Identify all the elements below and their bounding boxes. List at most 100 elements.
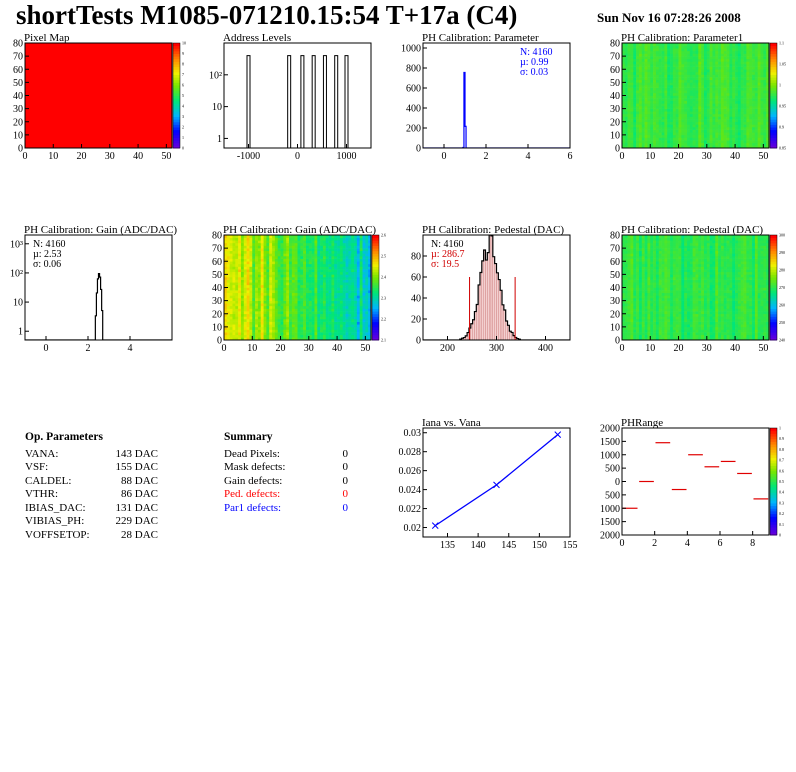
heatmap-cell (314, 321, 318, 325)
heatmap-cell (653, 92, 657, 96)
heatmap-cell (630, 311, 634, 315)
heatmap-cell (303, 250, 307, 254)
heatmap-cell (243, 248, 247, 252)
heatmap-cell (283, 313, 287, 317)
heatmap-cell (636, 295, 640, 299)
heatmap-cell (726, 121, 730, 125)
heatmap-cell (226, 326, 230, 330)
x-tick-label: 4 (128, 343, 133, 354)
heatmap-cell (243, 266, 247, 270)
heatmap-cell (701, 50, 705, 54)
heatmap-cell (684, 69, 688, 73)
heatmap-cell (354, 274, 358, 278)
heatmap-cell (718, 69, 722, 73)
heatmap-cell (255, 274, 259, 278)
heatmap-cell (749, 92, 753, 96)
heatmap-cell (709, 129, 713, 133)
color-scale-segment (173, 85, 180, 89)
heatmap-cell (760, 45, 764, 49)
heatmap-cell (689, 142, 693, 146)
heatmap-cell (297, 263, 301, 267)
heatmap-cell (320, 337, 324, 340)
heatmap-cell (664, 137, 668, 141)
heatmap-cell (647, 284, 651, 288)
heatmap-cell (735, 116, 739, 120)
heatmap-cell (712, 87, 716, 91)
heatmap-cell (331, 311, 335, 315)
heatmap-cell (622, 279, 626, 283)
heatmap-cell (678, 92, 682, 96)
heatmap-cell (238, 292, 242, 296)
heatmap-cell (255, 235, 259, 238)
heatmap-cell (644, 82, 648, 86)
heatmap-cell (272, 242, 276, 246)
heatmap-cell (337, 298, 341, 301)
heatmap-cell (655, 106, 660, 109)
heatmap-cell (289, 292, 293, 296)
heatmap-cell (752, 100, 756, 104)
heatmap-cell (715, 45, 719, 49)
heatmap-cell (641, 53, 645, 57)
heatmap-cell (746, 132, 750, 136)
heatmap-cell (698, 48, 702, 52)
heatmap-cell (305, 253, 310, 257)
heatmap-cell (624, 113, 628, 117)
heatmap-cell (638, 48, 643, 52)
heatmap-cell (766, 69, 769, 73)
heatmap-cell (297, 298, 301, 301)
heatmap-cell (339, 316, 344, 320)
heatmap-cell (274, 248, 279, 252)
heatmap-cell (706, 85, 710, 88)
color-scale-segment (372, 271, 379, 275)
heatmap-cell (752, 87, 756, 91)
heatmap-cell (331, 326, 335, 330)
heatmap-cell (359, 334, 363, 338)
heatmap-cell (641, 245, 645, 249)
heatmap-cell (348, 316, 352, 320)
heatmap-cell (695, 95, 699, 99)
heatmap-cell (729, 58, 733, 62)
heatmap-cell (698, 119, 702, 123)
heatmap-cell (650, 313, 654, 317)
heatmap-cell (300, 284, 304, 288)
heatmap-cell (687, 66, 691, 70)
heatmap-cell (240, 292, 245, 296)
heatmap-cell (636, 316, 640, 320)
heatmap-cell (672, 92, 677, 96)
heatmap-cell (362, 319, 366, 322)
heatmap-cell (760, 108, 764, 112)
heatmap-cell (362, 271, 366, 275)
heatmap-cell (703, 92, 708, 96)
heatmap-cell (280, 324, 284, 328)
heatmap-cell (269, 282, 273, 286)
heatmap-cell (763, 142, 767, 146)
heatmap-cell (314, 290, 318, 294)
heatmap-cell (712, 43, 716, 46)
heatmap-cell (277, 298, 281, 301)
heatmap-cell (678, 113, 682, 117)
heatmap-cell (641, 277, 645, 280)
heatmap-cell (627, 92, 631, 96)
heatmap-cell (636, 266, 640, 270)
heatmap-cell (314, 248, 318, 252)
color-scale-segment (372, 305, 379, 309)
heatmap-cell (305, 295, 310, 299)
heatmap-cell (351, 298, 355, 301)
heatmap-cell (689, 119, 693, 123)
heatmap-cell (703, 108, 708, 112)
heatmap-cell (337, 248, 341, 252)
heatmap-cell (692, 77, 696, 81)
color-scale-segment (173, 79, 180, 83)
color-scale-segment (173, 121, 180, 125)
heatmap-cell (627, 245, 631, 249)
heatmap-cell (636, 142, 640, 146)
heatmap-cell (720, 124, 725, 128)
heatmap-cell (752, 142, 756, 146)
heatmap-cell (232, 250, 236, 254)
heatmap-cell (291, 292, 295, 296)
heatmap-cell (658, 103, 662, 107)
heatmap-cell (735, 127, 739, 130)
heatmap-cell (274, 240, 279, 244)
heatmap-cell (749, 64, 753, 67)
